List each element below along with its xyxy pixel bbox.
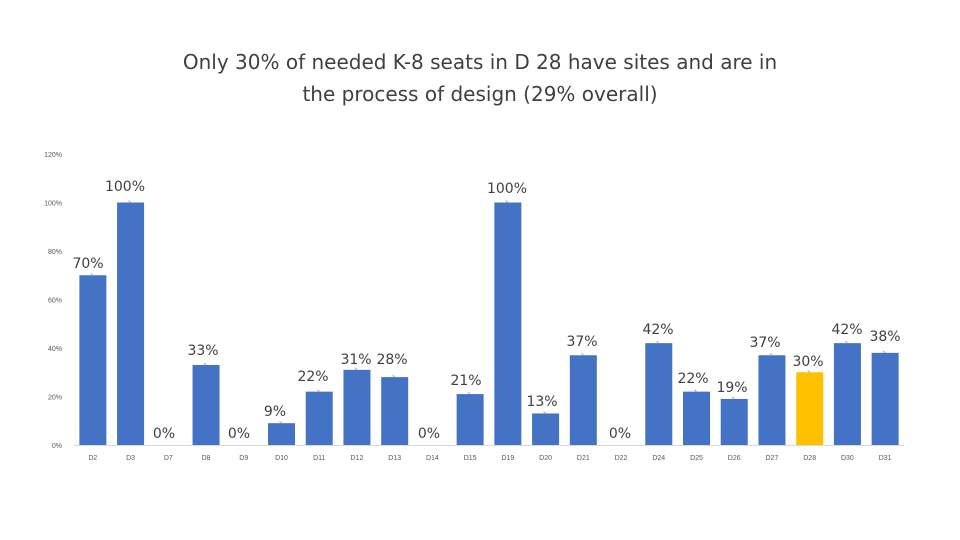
x-tick-label: D20 <box>539 455 552 462</box>
chart-title-line-2: the process of design (29% overall) <box>302 82 658 106</box>
leader-line <box>656 340 660 344</box>
y-tick-label: 0% <box>52 443 62 450</box>
data-label: 30% <box>792 354 823 370</box>
leader-line <box>505 200 509 203</box>
leader-line <box>128 200 131 203</box>
leader-line <box>731 396 735 400</box>
data-label: 37% <box>566 334 597 350</box>
data-label: 0% <box>228 426 250 442</box>
data-labels: 70% 100% 0% 33% 0% 9% 22% 31% 28% 0% 21% 100% 13% 37%… <box>72 179 900 442</box>
bar-d31 <box>871 352 899 445</box>
leader-line <box>845 340 848 344</box>
bar-d19 <box>494 202 522 445</box>
x-tick-label: D24 <box>652 455 665 462</box>
x-axis-ticks: D2 D3 D7 D8 D9 D10 D11 D12 D13 D14 D15 D19 D20 D21 D22… <box>88 455 891 462</box>
x-tick-label: D14 <box>426 455 439 462</box>
x-tick-label: D21 <box>577 455 590 462</box>
x-tick-label: D12 <box>351 455 364 462</box>
y-tick-label: 120% <box>44 152 62 159</box>
x-tick-label: D26 <box>728 455 741 462</box>
x-tick-label: D15 <box>464 455 477 462</box>
x-tick-label: D2 <box>88 455 97 462</box>
bar-d26 <box>720 398 748 445</box>
data-label: 13% <box>526 394 557 410</box>
leader-line <box>580 352 584 356</box>
bar-d24 <box>645 343 673 445</box>
data-label: 28% <box>376 352 407 368</box>
leader-line <box>694 389 697 393</box>
leader-line <box>316 389 320 393</box>
data-label: 70% <box>72 256 103 272</box>
data-label: 22% <box>297 369 328 385</box>
leader-line <box>90 272 94 276</box>
bar-d3 <box>117 202 145 445</box>
x-tick-label: D28 <box>803 455 816 462</box>
bar-d25 <box>683 391 710 445</box>
leader-line <box>807 369 811 373</box>
data-label: 0% <box>418 426 440 442</box>
data-label: 0% <box>153 426 175 442</box>
bar-d2 <box>79 275 107 445</box>
bar-d20 <box>532 413 560 445</box>
x-tick-label: D19 <box>501 455 514 462</box>
y-tick-label: 20% <box>48 395 62 402</box>
x-tick-label: D9 <box>239 455 248 462</box>
leader-line <box>279 420 282 424</box>
data-label: 42% <box>831 322 862 338</box>
data-label: 38% <box>869 329 900 345</box>
bar-d30 <box>833 343 861 445</box>
y-tick-label: 100% <box>44 201 62 208</box>
bar-d10 <box>268 423 295 445</box>
data-label: 37% <box>749 335 780 351</box>
y-axis-ticks: 0% 20% 40% 60% 80% 100% 120% <box>44 152 62 450</box>
bar-d21 <box>569 355 597 445</box>
bar-d11 <box>305 391 333 445</box>
x-tick-label: D13 <box>388 455 401 462</box>
data-label: 0% <box>609 426 631 442</box>
x-tick-label: D27 <box>766 455 779 462</box>
chart-title: Only 30% of needed K-8 seats in D 28 hav… <box>0 46 960 110</box>
bar-d13 <box>381 377 409 445</box>
data-label: 31% <box>340 352 371 368</box>
x-tick-label: D22 <box>615 455 628 462</box>
leader-line <box>203 362 207 366</box>
x-tick-label: D25 <box>690 455 703 462</box>
leader-line <box>543 411 546 414</box>
leader-line <box>392 374 396 378</box>
x-tick-label: D11 <box>313 455 325 462</box>
data-label: 21% <box>450 373 481 389</box>
leader-line <box>467 391 471 395</box>
leader-lines <box>90 200 886 424</box>
data-label: 9% <box>264 404 286 420</box>
leader-line <box>882 350 886 354</box>
bar-d27 <box>758 355 786 445</box>
data-label: 100% <box>487 181 527 197</box>
data-label: 19% <box>716 380 747 396</box>
data-label: 22% <box>677 371 708 387</box>
y-tick-label: 80% <box>48 249 62 256</box>
x-tick-label: D10 <box>275 455 288 462</box>
x-tick-label: D31 <box>879 455 892 462</box>
data-label: 42% <box>642 322 673 338</box>
y-tick-label: 40% <box>48 346 62 353</box>
bar-d8 <box>192 364 220 445</box>
leader-line <box>354 367 358 371</box>
x-tick-label: D8 <box>202 455 211 462</box>
chart-title-line-1: Only 30% of needed K-8 seats in D 28 hav… <box>182 50 778 74</box>
data-label: 100% <box>105 179 145 195</box>
x-tick-label: D7 <box>164 455 173 462</box>
x-tick-label: D30 <box>841 455 854 462</box>
bar-d12 <box>343 369 371 445</box>
x-tick-label: D3 <box>126 455 135 462</box>
leader-line <box>769 352 773 356</box>
y-tick-label: 60% <box>48 298 62 305</box>
bar-d15 <box>456 394 484 445</box>
bars <box>79 202 899 445</box>
bar-d28 <box>796 372 824 445</box>
data-label: 33% <box>187 343 218 359</box>
